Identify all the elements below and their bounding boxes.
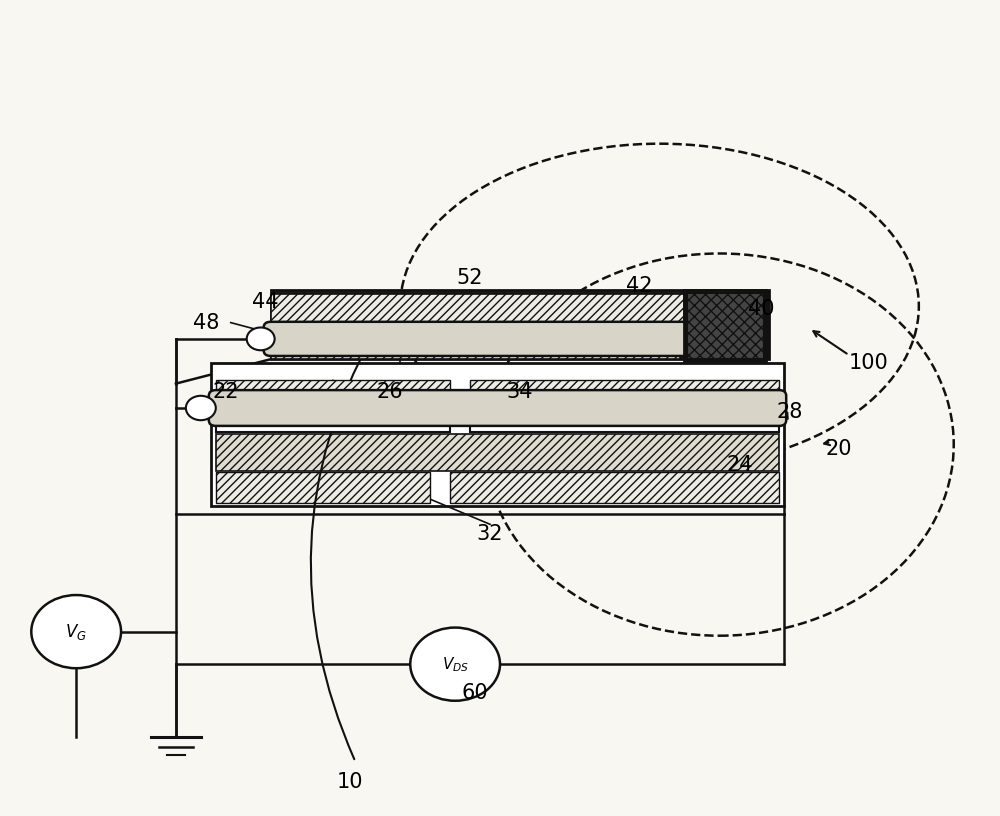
Circle shape [31,595,121,668]
Text: 44: 44 [252,292,279,313]
Bar [271,290,769,359]
Bar [271,294,684,326]
FancyBboxPatch shape [264,322,691,356]
Text: 34: 34 [507,382,533,401]
Text: 100: 100 [849,353,889,373]
Text: 40: 40 [748,299,775,319]
Bar [470,380,779,411]
Text: 26: 26 [377,382,404,401]
Bar [216,380,450,411]
Bar [687,292,763,358]
Circle shape [247,327,275,350]
Circle shape [186,396,216,420]
Text: 52: 52 [457,268,483,288]
Bar [450,472,779,503]
Text: 20: 20 [826,439,852,459]
Bar [216,434,779,471]
Bar [216,472,430,503]
Bar [216,412,450,432]
Bar [684,290,766,361]
Text: 32: 32 [477,524,503,544]
Bar [211,363,784,506]
Text: 28: 28 [776,402,802,422]
Text: 42: 42 [626,276,653,296]
Text: 24: 24 [726,455,753,475]
Circle shape [410,628,500,701]
Text: $V_{DS}$: $V_{DS}$ [442,654,469,673]
Text: $V_G$: $V_G$ [65,622,87,641]
Text: 60: 60 [462,683,488,703]
FancyBboxPatch shape [209,390,786,426]
Text: 10: 10 [337,772,364,792]
Text: 48: 48 [193,313,219,333]
Bar [470,412,779,432]
Text: 22: 22 [213,382,239,401]
Bar [271,328,680,359]
